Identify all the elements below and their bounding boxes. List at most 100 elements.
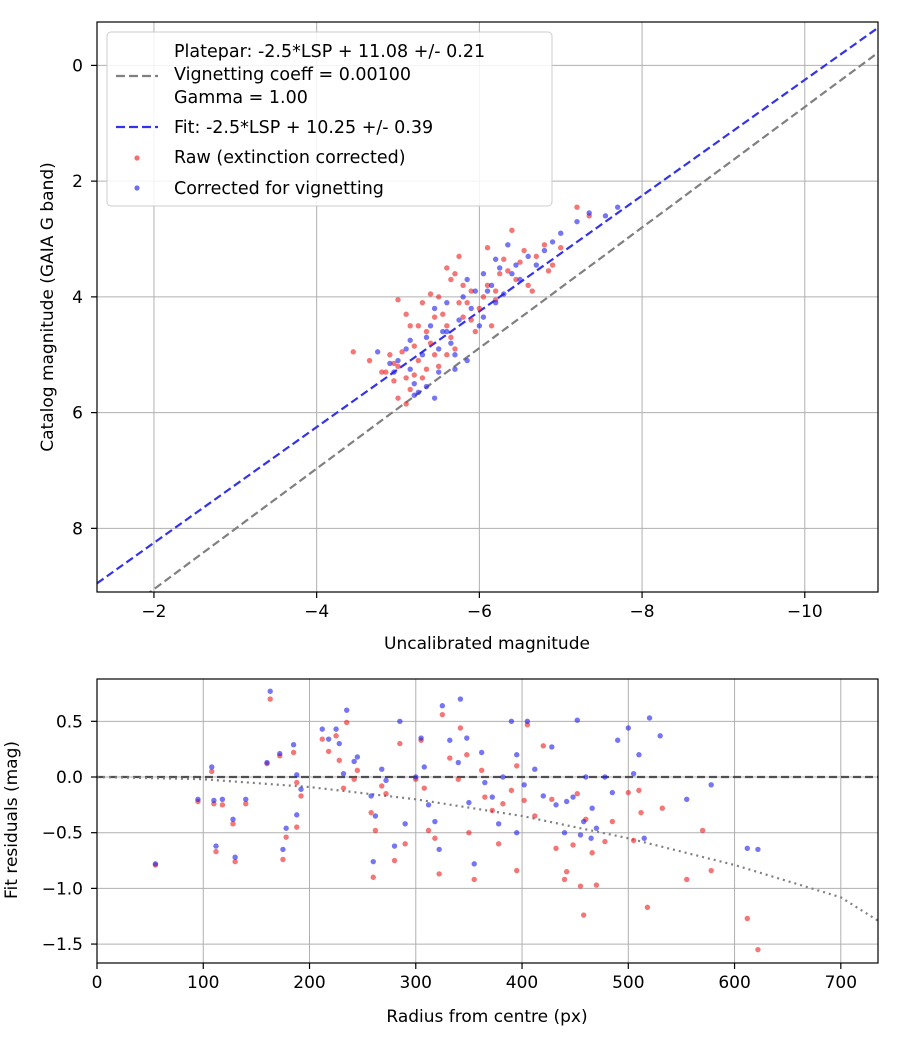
top-raw-point — [391, 378, 397, 384]
bot-corrected-point — [495, 821, 502, 827]
top-raw-point — [379, 369, 385, 375]
top-raw-point — [431, 352, 438, 358]
bot-raw-point — [336, 757, 342, 763]
top-corrected-point — [391, 369, 397, 375]
top-raw-point — [448, 276, 454, 283]
bot-raw-point — [553, 845, 559, 851]
bottom-x-axis-label: Radius from centre (px) — [386, 1007, 587, 1027]
top-corrected-point — [419, 352, 426, 358]
top-raw-point — [545, 268, 552, 274]
bot-raw-point — [325, 748, 332, 755]
bot-corrected-point — [243, 796, 249, 802]
top-x-axis-label: Uncalibrated magnitude — [384, 634, 590, 654]
top-corrected-point — [480, 314, 487, 320]
bot-raw-point — [370, 874, 376, 880]
legend-raw-text: Raw (extinction corrected) — [174, 148, 406, 168]
bot-corrected-point — [372, 813, 379, 819]
top-raw-point — [395, 297, 401, 303]
top-corrected-point — [464, 276, 470, 283]
bottom-x-ticks: 0 100 200 300 400 500 600 700 — [92, 963, 857, 993]
bot-corrected-point — [625, 725, 631, 731]
bot-raw-point — [540, 743, 546, 749]
bot-y-tick-label: −0.5 — [42, 824, 83, 844]
top-raw-point — [472, 328, 478, 335]
bot-raw-point — [561, 876, 568, 883]
bot-raw-point — [457, 725, 464, 731]
top-raw-point — [444, 323, 450, 329]
top-y-tick-label: 6 — [72, 404, 83, 424]
top-raw-point — [407, 386, 413, 393]
bot-corrected-point — [402, 821, 408, 827]
bot-corrected-point — [264, 759, 270, 766]
bot-raw-point — [478, 767, 485, 774]
top-raw-point — [403, 311, 409, 317]
top-scatter-points — [350, 204, 621, 407]
top-corrected-point — [431, 395, 438, 401]
bot-corrected-point — [336, 740, 342, 747]
bot-raw-point — [464, 752, 470, 758]
bot-corrected-point — [593, 825, 600, 831]
bot-corrected-point — [602, 774, 608, 780]
bot-corrected-point — [561, 829, 568, 836]
bottom-grid — [96, 679, 878, 963]
top-raw-point — [558, 244, 564, 251]
top-raw-point — [549, 262, 556, 268]
bot-raw-point — [659, 805, 665, 811]
bot-raw-point — [563, 868, 570, 875]
top-raw-point — [419, 375, 426, 381]
top-raw-point — [456, 253, 462, 260]
bot-raw-point — [294, 779, 300, 786]
top-corrected-point — [492, 299, 499, 306]
bot-raw-point — [230, 821, 236, 827]
top-corrected-point — [480, 271, 487, 277]
bot-raw-point — [372, 827, 379, 834]
bot-raw-point — [351, 776, 357, 782]
bot-raw-point — [495, 841, 502, 847]
top-x-tick-label: −4 — [304, 602, 329, 622]
bot-raw-point — [570, 842, 576, 848]
top-corrected-point — [497, 265, 503, 271]
bot-corrected-point — [478, 749, 485, 756]
bot-corrected-point — [219, 796, 226, 802]
top-corrected-point — [411, 392, 417, 398]
bot-raw-point — [368, 809, 374, 816]
bot-x-tick-label: 200 — [293, 973, 325, 993]
bottom-y-ticks: 0.5 0.0 −0.5 −1.0 −1.5 — [42, 712, 97, 955]
top-raw-point — [492, 288, 499, 294]
bot-raw-point — [397, 740, 403, 747]
top-raw-point — [476, 305, 483, 312]
top-raw-point — [525, 282, 531, 288]
top-corrected-point — [374, 349, 381, 355]
bot-corrected-point — [521, 782, 527, 788]
bot-corrected-point — [657, 733, 663, 739]
bot-corrected-point — [466, 799, 472, 806]
top-raw-point — [505, 268, 511, 274]
top-corrected-point — [586, 210, 592, 216]
top-raw-point — [480, 294, 487, 300]
top-corrected-point — [558, 230, 564, 236]
top-raw-point — [399, 349, 405, 355]
bot-corrected-point — [614, 737, 621, 743]
top-axes-frame — [96, 21, 879, 593]
bot-x-tick-label: 700 — [825, 973, 857, 993]
bot-corrected-point — [280, 846, 286, 853]
residuals-plot: 0 100 200 300 400 500 600 700 0.5 0.0 −0.5 −1.0 −1.… — [2, 678, 879, 1027]
bot-corrected-point — [684, 796, 690, 802]
bottom-axes-frame — [96, 678, 879, 964]
bot-corrected-point — [421, 764, 427, 770]
bot-raw-point — [521, 797, 527, 804]
bot-line-vignetting-model — [97, 775, 878, 922]
bot-corrected-point — [508, 718, 515, 725]
bot-raw-point — [644, 904, 651, 911]
top-corrected-point — [549, 239, 556, 245]
top-corrected-point — [448, 340, 454, 346]
legend-corrected-text: Corrected for vignetting — [174, 179, 384, 199]
top-raw-point — [501, 256, 507, 262]
top-raw-point — [407, 323, 413, 329]
bot-corrected-point — [267, 688, 273, 694]
bot-corrected-point — [432, 818, 438, 825]
top-corrected-point — [407, 366, 413, 372]
top-raw-point — [403, 401, 409, 407]
bot-corrected-point — [532, 766, 538, 772]
bot-corrected-point — [609, 789, 616, 796]
